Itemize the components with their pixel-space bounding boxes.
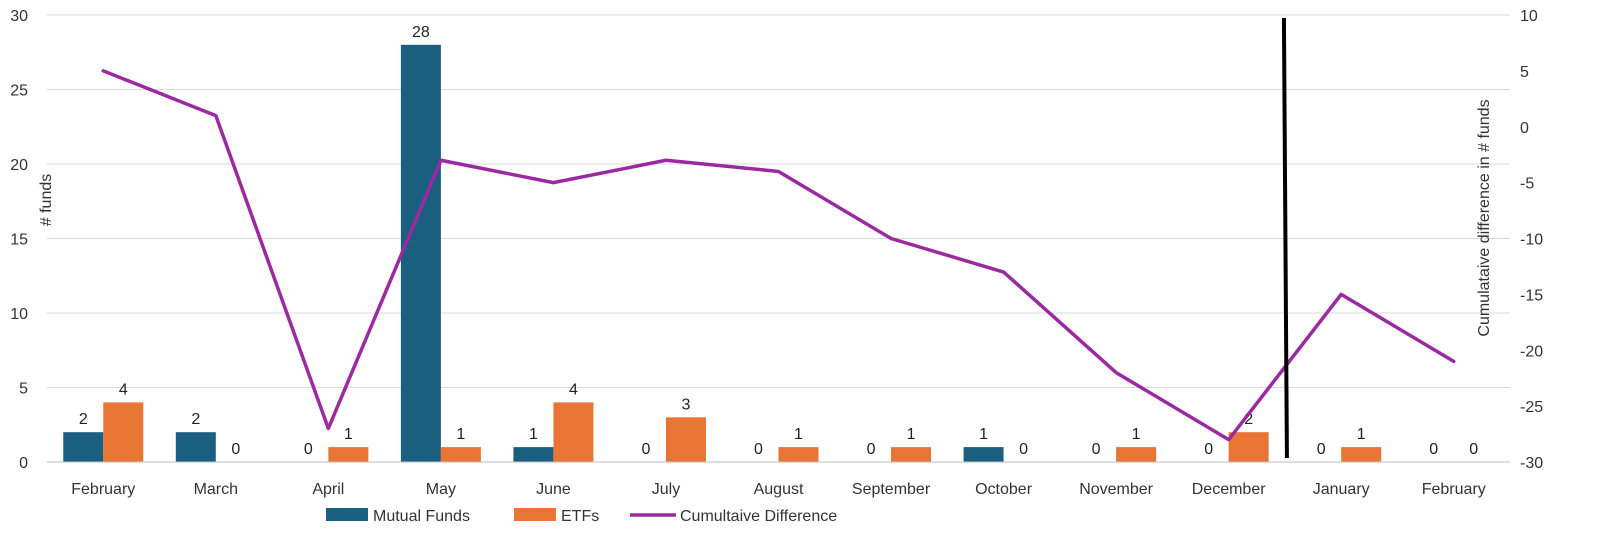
data-label-mutual-funds: 0 xyxy=(642,441,651,458)
data-label-etfs: 0 xyxy=(1469,441,1478,458)
data-label-mutual-funds: 28 xyxy=(412,24,430,41)
x-tick-label: February xyxy=(1422,481,1486,498)
legend-label-mutual-funds: Mutual Funds xyxy=(373,508,470,525)
y-tick-label: 10 xyxy=(10,306,28,323)
data-label-etfs: 1 xyxy=(1132,426,1141,443)
y2-tick-label: -25 xyxy=(1520,399,1543,416)
bar-etfs xyxy=(328,447,369,462)
data-label-etfs: 1 xyxy=(1357,426,1366,443)
x-tick-label: December xyxy=(1192,481,1266,498)
x-tick-label: July xyxy=(652,481,680,498)
y2-tick-label: -10 xyxy=(1520,232,1543,249)
bar-mutual-funds xyxy=(400,44,441,463)
data-label-etfs: 4 xyxy=(569,381,578,398)
legend-label-cumulative-difference: Cumultaive Difference xyxy=(680,508,837,525)
bar-etfs xyxy=(1116,447,1157,462)
y-tick-label: 30 xyxy=(10,8,28,25)
data-label-mutual-funds: 0 xyxy=(1092,441,1101,458)
data-label-etfs: 3 xyxy=(682,396,691,413)
x-tick-label: March xyxy=(194,481,238,498)
bar-etfs xyxy=(553,402,594,462)
y2-tick-label: -5 xyxy=(1520,176,1534,193)
data-label-mutual-funds: 2 xyxy=(79,411,88,428)
y-tick-label: 15 xyxy=(10,232,28,249)
data-label-mutual-funds: 0 xyxy=(1317,441,1326,458)
data-label-mutual-funds: 0 xyxy=(304,441,313,458)
x-tick-label: January xyxy=(1313,481,1370,498)
line-cumulative-difference xyxy=(101,69,1456,442)
y-tick-label: 25 xyxy=(10,83,28,100)
x-tick-label: September xyxy=(852,481,931,498)
x-tick-label: June xyxy=(536,481,571,498)
legend-swatch-mutual-funds xyxy=(326,508,368,521)
bar-etfs xyxy=(1228,432,1269,462)
data-label-mutual-funds: 0 xyxy=(1204,441,1213,458)
x-tick-label: August xyxy=(754,481,804,498)
y2-tick-label: 10 xyxy=(1520,8,1538,25)
data-label-etfs: 2 xyxy=(1244,411,1253,428)
y-tick-label: 0 xyxy=(19,455,28,472)
data-label-etfs: 1 xyxy=(794,426,803,443)
y-tick-label: 5 xyxy=(19,381,28,398)
year-divider-line xyxy=(1281,17,1289,459)
bar-etfs xyxy=(1341,447,1382,462)
x-tick-label: October xyxy=(975,481,1033,498)
data-label-etfs: 1 xyxy=(456,426,465,443)
bar-mutual-funds xyxy=(963,447,1004,462)
y-tick-label: 20 xyxy=(10,157,28,174)
data-label-mutual-funds: 1 xyxy=(529,426,538,443)
x-tick-label: May xyxy=(426,481,456,498)
bar-etfs xyxy=(778,447,819,462)
data-label-mutual-funds: 0 xyxy=(1429,441,1438,458)
bar-etfs xyxy=(891,447,932,462)
y2-tick-label: -15 xyxy=(1520,287,1543,304)
y2-tick-label: -20 xyxy=(1520,343,1543,360)
x-tick-label: April xyxy=(312,481,344,498)
y-axis-title: # funds xyxy=(38,174,55,226)
bar-etfs xyxy=(103,402,144,462)
y2-axis-title: Cumulataive difference in # funds xyxy=(1476,99,1493,336)
bar-etfs xyxy=(440,447,481,462)
y2-tick-label: -30 xyxy=(1520,455,1543,472)
y2-tick-label: 5 xyxy=(1520,64,1529,81)
data-label-etfs: 4 xyxy=(119,381,128,398)
bar-mutual-funds xyxy=(63,432,104,462)
data-label-etfs: 1 xyxy=(344,426,353,443)
legend-swatch-etfs xyxy=(514,508,556,521)
x-tick-label: February xyxy=(71,481,135,498)
data-label-etfs: 1 xyxy=(907,426,916,443)
data-label-mutual-funds: 0 xyxy=(867,441,876,458)
bar-mutual-funds xyxy=(175,432,216,462)
data-label-mutual-funds: 2 xyxy=(191,411,200,428)
data-label-mutual-funds: 1 xyxy=(979,426,988,443)
data-label-etfs: 0 xyxy=(231,441,240,458)
legend-label-etfs: ETFs xyxy=(561,508,599,525)
data-label-mutual-funds: 0 xyxy=(754,441,763,458)
bar-mutual-funds xyxy=(513,447,554,462)
x-tick-label: November xyxy=(1079,481,1153,498)
y2-tick-label: 0 xyxy=(1520,120,1529,137)
data-label-etfs: 0 xyxy=(1019,441,1028,458)
bar-etfs xyxy=(665,417,706,462)
